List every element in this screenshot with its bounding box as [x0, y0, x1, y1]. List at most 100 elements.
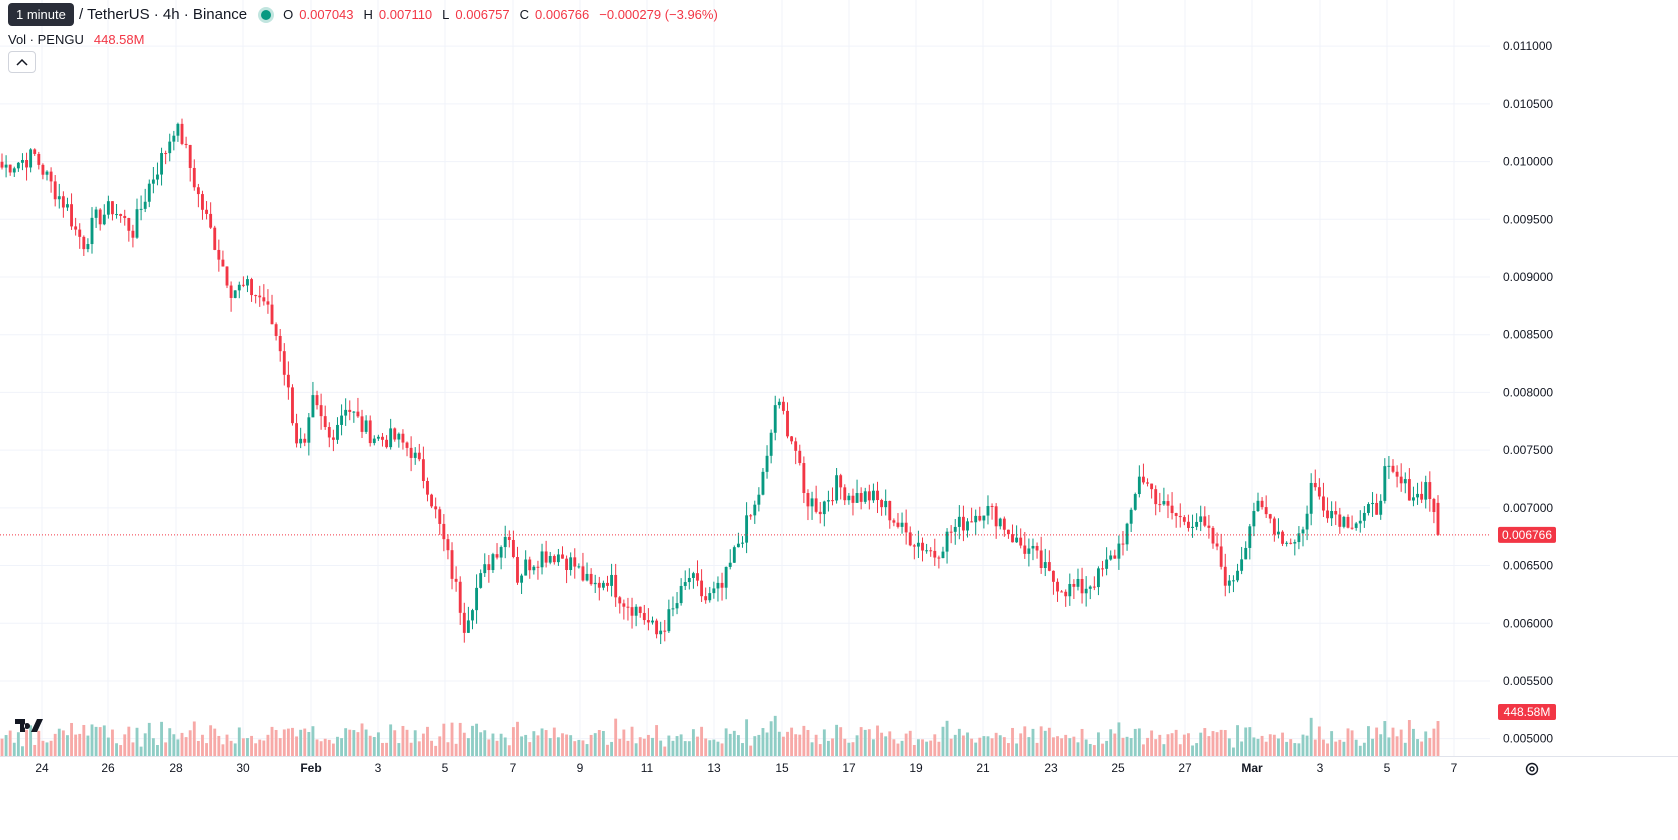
candle-body — [642, 612, 646, 621]
volume-bar — [254, 743, 258, 756]
candle-body — [1362, 512, 1366, 521]
volume-bar — [843, 738, 847, 756]
candle-body — [900, 522, 904, 527]
volume-bar — [511, 727, 515, 756]
volume-bar — [835, 724, 839, 756]
volume-bar — [74, 734, 78, 756]
ohlc-high-value: 0.007110 — [378, 7, 433, 22]
volume-bar — [1182, 734, 1186, 756]
volume-bar — [1097, 732, 1100, 756]
volume-bar — [990, 738, 994, 756]
volume-bar — [741, 743, 744, 756]
volume-bar — [589, 734, 593, 756]
ohlc-high-label: H — [363, 7, 373, 22]
candle-body — [1395, 471, 1399, 477]
tradingview-logo-icon[interactable] — [14, 713, 44, 737]
price-axis-label: 0.011000 — [1503, 39, 1552, 53]
volume-bar — [1076, 742, 1080, 756]
volume-bar — [896, 743, 900, 756]
candle-body — [1174, 513, 1178, 516]
candle-body — [1166, 501, 1170, 506]
volume-bar — [978, 737, 982, 756]
volume-bar — [618, 738, 622, 756]
volume-bar — [1309, 717, 1313, 756]
time-axis-label: 27 — [1178, 761, 1192, 775]
volume-bar — [945, 720, 949, 756]
volume-bar — [270, 726, 274, 756]
volume-bar — [405, 729, 409, 756]
volume-bar — [516, 721, 519, 756]
volume-bar — [209, 725, 213, 756]
time-axis-label: 25 — [1111, 761, 1125, 775]
candle-body — [916, 542, 920, 547]
volume-bar — [908, 730, 912, 756]
symbol-title[interactable]: U / TetherUS · 4h · Binance — [64, 6, 248, 23]
volume-bar — [867, 729, 871, 756]
candle-body — [413, 452, 417, 458]
volume-bar — [1195, 743, 1199, 756]
volume-bar — [1330, 731, 1334, 756]
candle-body — [585, 573, 589, 581]
candle-body — [659, 630, 663, 635]
volume-bar — [196, 740, 200, 756]
candle-body — [638, 606, 642, 613]
volume-bar — [900, 740, 904, 756]
collapse-legend-button[interactable] — [8, 51, 36, 73]
volume-bar — [1191, 745, 1194, 756]
volume-bar — [732, 730, 736, 756]
volume-bar — [1244, 727, 1248, 756]
volume-bar — [192, 721, 196, 756]
volume-bar — [45, 742, 49, 756]
candle-body — [205, 209, 208, 214]
candle-body — [1285, 542, 1289, 544]
candle-body — [372, 438, 376, 444]
volume-bar — [299, 729, 303, 756]
volume-bars — [0, 715, 1440, 756]
candle-body — [728, 562, 732, 567]
candle-body — [237, 284, 241, 291]
candle-body — [933, 550, 937, 558]
volume-bar — [495, 740, 499, 756]
settings-icon[interactable] — [1523, 760, 1541, 778]
volume-bar — [1375, 727, 1379, 756]
candle-body — [233, 290, 237, 298]
candle-body — [1121, 543, 1125, 545]
candle-body — [168, 141, 172, 154]
candle-body — [720, 582, 724, 588]
volume-bar — [1203, 728, 1207, 756]
volume-bar — [1317, 726, 1321, 756]
candle-body — [536, 566, 540, 568]
candle-body — [21, 160, 24, 163]
candle-body — [25, 160, 28, 168]
candle-body — [1326, 510, 1329, 519]
market-status-icon[interactable] — [261, 9, 272, 20]
candle-body — [4, 164, 8, 168]
candle-body — [1371, 502, 1374, 505]
volume-bar — [994, 732, 998, 756]
volume-bar — [336, 736, 339, 756]
candle-body — [225, 266, 229, 286]
candle-body — [749, 515, 753, 517]
price-axis-label: 0.007500 — [1503, 443, 1553, 457]
volume-bar — [1207, 736, 1211, 756]
volume-bar — [1277, 738, 1280, 756]
candle-body — [201, 194, 204, 210]
candle-body — [348, 409, 352, 412]
time-axis-label: 30 — [236, 761, 250, 775]
candle-body — [49, 171, 53, 182]
candle-body — [1146, 482, 1149, 484]
candle-body — [1317, 487, 1321, 497]
candle-body — [847, 495, 851, 501]
candle-body — [1060, 591, 1064, 593]
candle-body — [258, 295, 262, 298]
volume-bar — [61, 730, 65, 756]
candle-body — [123, 215, 127, 219]
volume-bar — [761, 728, 765, 756]
candle-body — [16, 162, 20, 169]
volume-name[interactable]: Vol · PENGU — [8, 32, 84, 47]
candle-body — [1268, 514, 1272, 519]
candle-body — [8, 164, 12, 173]
volume-bar — [393, 730, 397, 756]
